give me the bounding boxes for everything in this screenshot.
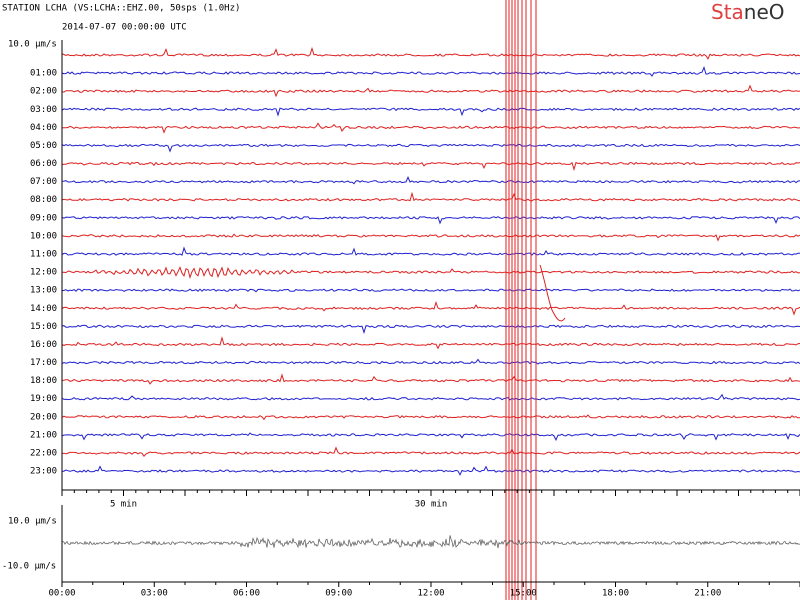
row-label: 10:00 <box>30 231 57 241</box>
trace <box>61 336 800 350</box>
row-label: 03:00 <box>30 105 57 115</box>
row-label: 05:00 <box>30 141 57 151</box>
logo: StaneO <box>711 0 785 24</box>
trace <box>61 66 800 77</box>
row-label: 19:00 <box>30 394 57 404</box>
trace <box>61 465 800 476</box>
time-label: 18:00 <box>602 589 629 599</box>
overview-trace <box>62 535 800 549</box>
trace <box>61 358 800 365</box>
trace <box>61 84 800 98</box>
row-label: 07:00 <box>30 177 57 187</box>
logo-a: Sta <box>711 0 744 24</box>
minute-label: 30 min <box>415 500 448 510</box>
trace <box>61 300 800 316</box>
row-label: 22:00 <box>30 448 57 458</box>
trace <box>61 266 800 280</box>
trace <box>61 216 800 225</box>
row-label: 17:00 <box>30 358 57 368</box>
trace <box>61 393 800 401</box>
time-label: 15:00 <box>510 589 537 599</box>
overview-top-label: 10.0 µm/s <box>8 517 57 527</box>
row-label: 04:00 <box>30 123 57 133</box>
trace <box>61 143 800 153</box>
row-label: 09:00 <box>30 213 57 223</box>
row-label: 14:00 <box>30 304 57 314</box>
row-label: 06:00 <box>30 159 57 169</box>
time-label: 09:00 <box>325 589 352 599</box>
trace <box>61 233 800 242</box>
scale-label: 10.0 µm/s <box>8 40 57 50</box>
row-label: 02:00 <box>30 87 57 97</box>
trace <box>61 46 800 60</box>
row-label: 08:00 <box>30 195 57 205</box>
station-title: STATION LCHA (VS:LCHA::EHZ.00, 50sps (1.… <box>2 4 240 14</box>
trace <box>61 414 800 421</box>
row-label: 12:00 <box>30 268 57 278</box>
trace <box>61 176 800 185</box>
trace <box>61 432 800 442</box>
quake-wave <box>539 264 566 322</box>
trace <box>61 288 800 293</box>
trace <box>61 161 800 172</box>
minute-label: 5 min <box>110 500 137 510</box>
trace <box>61 324 800 335</box>
overview-bottom-label: -10.0 µm/s <box>2 562 56 572</box>
row-label: 21:00 <box>30 430 57 440</box>
logo-b: neO <box>744 0 785 24</box>
row-label: 18:00 <box>30 376 57 386</box>
time-label: 21:00 <box>694 589 721 599</box>
row-label: 01:00 <box>30 69 57 79</box>
start-time: 2014-07-07 00:00:00 UTC <box>62 23 187 33</box>
row-label: 15:00 <box>30 322 57 332</box>
row-label: 20:00 <box>30 412 57 422</box>
time-label: 12:00 <box>417 589 444 599</box>
trace <box>61 446 800 458</box>
row-label: 13:00 <box>30 286 57 296</box>
row-label: 23:00 <box>30 467 57 477</box>
trace <box>61 246 800 256</box>
trace <box>61 122 800 134</box>
time-label: 00:00 <box>48 589 75 599</box>
row-label: 11:00 <box>30 249 57 259</box>
row-label: 16:00 <box>30 340 57 350</box>
trace <box>61 107 800 117</box>
trace <box>61 373 800 385</box>
time-label: 03:00 <box>141 589 168 599</box>
time-label: 06:00 <box>233 589 260 599</box>
trace <box>61 191 800 202</box>
